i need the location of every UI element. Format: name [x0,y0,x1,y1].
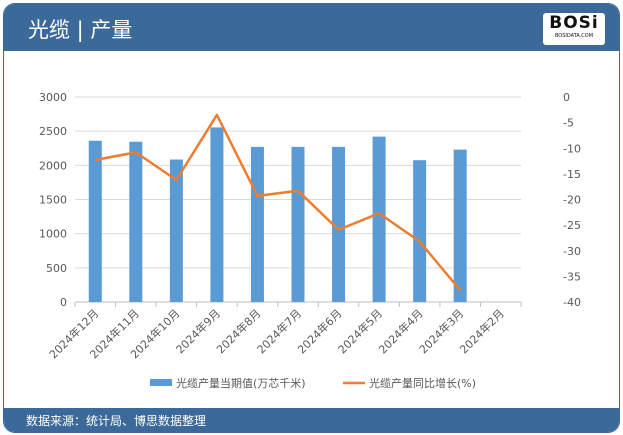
left-tick-label: 2500 [39,125,67,138]
footer-bar: 数据来源：统计局、博思数据整理 [4,408,619,432]
bar [453,149,467,302]
chart-card: 光缆 | 产量 BOSi BOSIDATA.COM 数据来源：统计局、博思数据整… [3,3,620,433]
page-title: 光缆 | 产量 [28,18,133,42]
right-tick-label: -15 [563,168,581,181]
left-tick-label: 2000 [39,159,67,172]
x-tick-label: 2024年2月 [457,306,507,356]
right-tick-label: -40 [563,296,581,309]
legend-label-line: 光缆产量同比增长(%) [369,376,476,390]
bar [250,146,264,302]
right-tick-label: -30 [563,245,581,258]
left-tick-label: 0 [60,296,67,309]
left-tick-label: 1000 [39,228,67,241]
right-tick-label: -20 [563,194,581,207]
header-bar: 光缆 | 产量 BOSi BOSIDATA.COM [4,4,619,51]
right-tick-label: -35 [563,270,581,283]
legend-swatch-bar [150,379,172,386]
right-tick-label: -25 [563,219,581,232]
left-tick-label: 1500 [39,194,67,207]
bar [169,159,183,302]
bar [372,136,386,302]
left-tick-label: 3000 [39,91,67,104]
data-source: 数据来源：统计局、博思数据整理 [26,414,207,428]
bar [332,146,346,302]
bar [413,160,427,302]
bar [88,140,102,302]
right-tick-label: -5 [563,117,574,130]
bar [129,141,143,302]
bosi-logo: BOSi BOSIDATA.COM [543,13,605,45]
right-tick-label: -10 [563,142,581,155]
right-tick-label: 0 [563,91,570,104]
bar [291,146,305,302]
bar [210,127,224,303]
growth-line [95,113,462,292]
legend-label-bar: 光缆产量当期值(万芯千米) [176,376,306,390]
left-tick-label: 500 [46,262,67,275]
